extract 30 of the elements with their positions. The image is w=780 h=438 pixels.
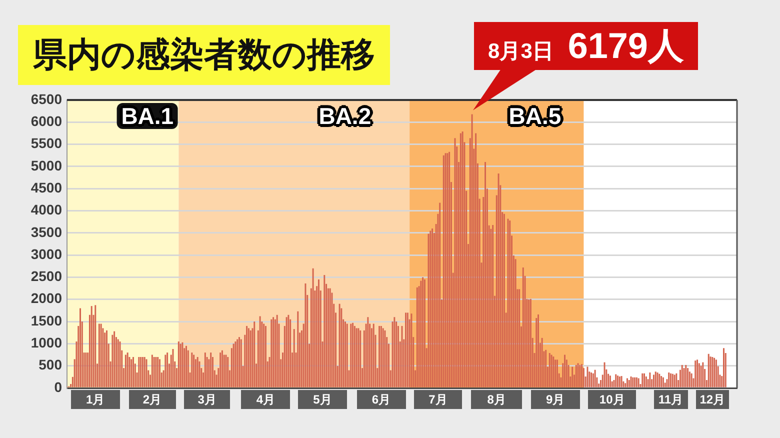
y-tick-label: 3500 [30, 224, 62, 240]
x-tick-label: 11月 [658, 392, 684, 407]
y-tick-label: 1000 [30, 334, 62, 351]
band-label: BA.1 [117, 103, 178, 129]
y-tick-label: 0 [54, 378, 62, 395]
y-tick-label: 5500 [30, 135, 62, 152]
x-tick-label: 8月 [487, 392, 506, 407]
y-tick-label: 2500 [30, 268, 62, 284]
x-tick-label: 7月 [428, 392, 448, 407]
x-tick-label: 1月 [86, 392, 105, 407]
y-tick-label: 4000 [30, 202, 62, 218]
y-tick-label: 6500 [30, 90, 62, 107]
y-tick-label: 3000 [30, 246, 62, 262]
y-tick-label: 2000 [30, 290, 62, 306]
x-tick-label: 3月 [198, 392, 216, 407]
y-tick-label: 500 [38, 356, 62, 373]
y-tick-label: 6000 [30, 113, 62, 130]
chart-title: 県内の感染者数の推移 [18, 25, 390, 85]
band-label: BA.2 [318, 103, 372, 129]
x-tick-label: 10月 [599, 392, 625, 407]
x-tick-label: 5月 [313, 392, 332, 407]
y-tick-label: 1500 [30, 312, 62, 328]
y-tick-label: 4500 [30, 179, 62, 196]
annotation: 8月3日 6179人 [488, 25, 684, 66]
x-tick-label: 2月 [142, 392, 162, 407]
x-tick-label: 12月 [700, 392, 726, 407]
x-tick-label: 9月 [546, 392, 565, 407]
y-tick-label: 5000 [30, 157, 62, 174]
x-tick-label: 4月 [256, 392, 276, 407]
x-tick-label: 6月 [372, 392, 391, 407]
